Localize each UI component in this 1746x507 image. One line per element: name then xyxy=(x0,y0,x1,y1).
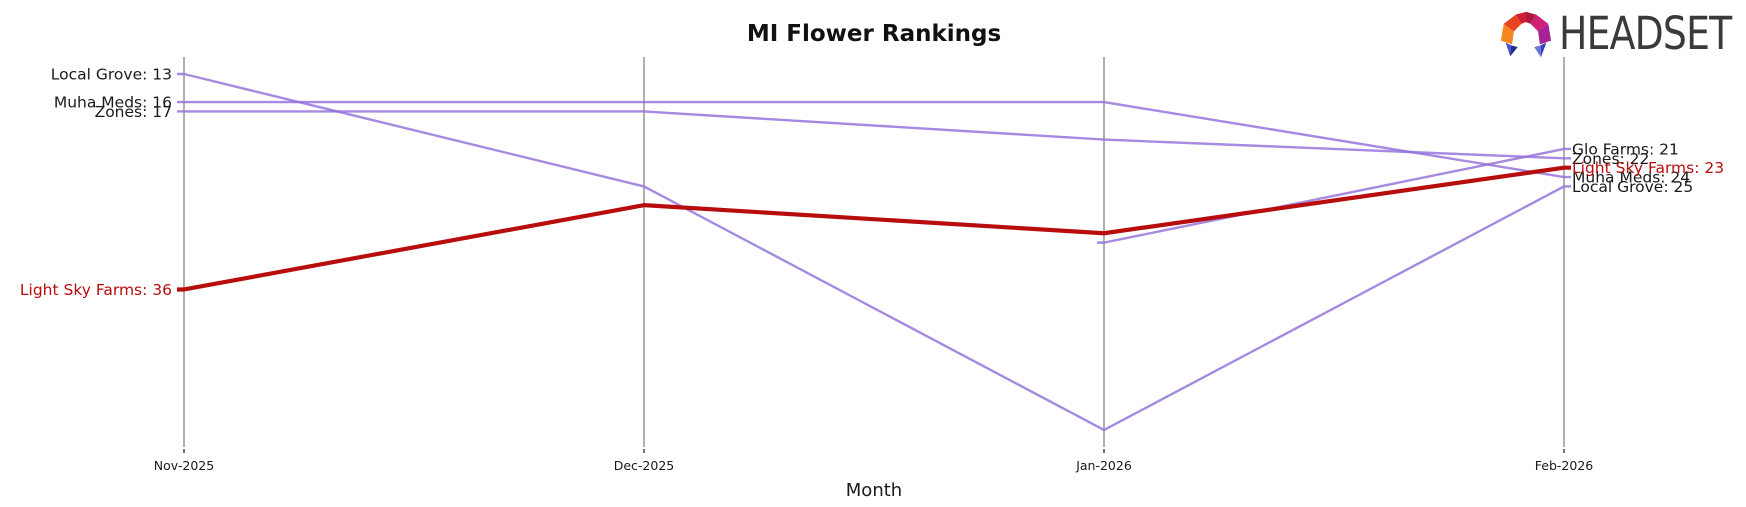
series-end-label-light-sky-farms: Light Sky Farms: 23 xyxy=(1572,159,1724,177)
headset-logo-icon xyxy=(1500,11,1552,58)
series-line-zones xyxy=(177,110,1571,160)
series-line-muha-meds xyxy=(177,100,1571,179)
series-end-label-muha-meds: Muha Meds: 24 xyxy=(1572,169,1690,187)
plot-area: Nov-2025 Dec-2025 Jan-2026 Feb-2026 Local Gr… xyxy=(20,57,1724,473)
series-line-glo-farms xyxy=(1097,147,1571,244)
series-start-label-local-grove: Local Grove: 13 xyxy=(51,66,172,84)
headset-logo-text: HEADSET xyxy=(1559,7,1732,60)
series-line-light-sky-farms xyxy=(177,165,1571,292)
series-end-label-glo-farms: Glo Farms: 21 xyxy=(1572,140,1679,158)
x-tick-label: Feb-2026 xyxy=(1535,458,1594,473)
x-tick-label: Jan-2026 xyxy=(1075,458,1132,473)
series-start-label-muha-meds: Muha Meds: 16 xyxy=(54,94,172,112)
x-axis-title: Month xyxy=(846,480,902,501)
series-end-label-local-grove: Local Grove: 25 xyxy=(1572,178,1693,196)
series-line-local-grove xyxy=(177,72,1571,432)
chart-title: MI Flower Rankings xyxy=(747,21,1001,47)
series-start-label-light-sky-farms: Light Sky Farms: 36 xyxy=(20,281,172,299)
headset-logo: HEADSET xyxy=(1500,10,1746,62)
x-tick-label: Dec-2025 xyxy=(614,458,675,473)
series-end-label-zones: Zones: 22 xyxy=(1572,150,1649,168)
x-tick-label: Nov-2025 xyxy=(154,458,214,473)
series-start-label-zones: Zones: 17 xyxy=(95,103,172,121)
